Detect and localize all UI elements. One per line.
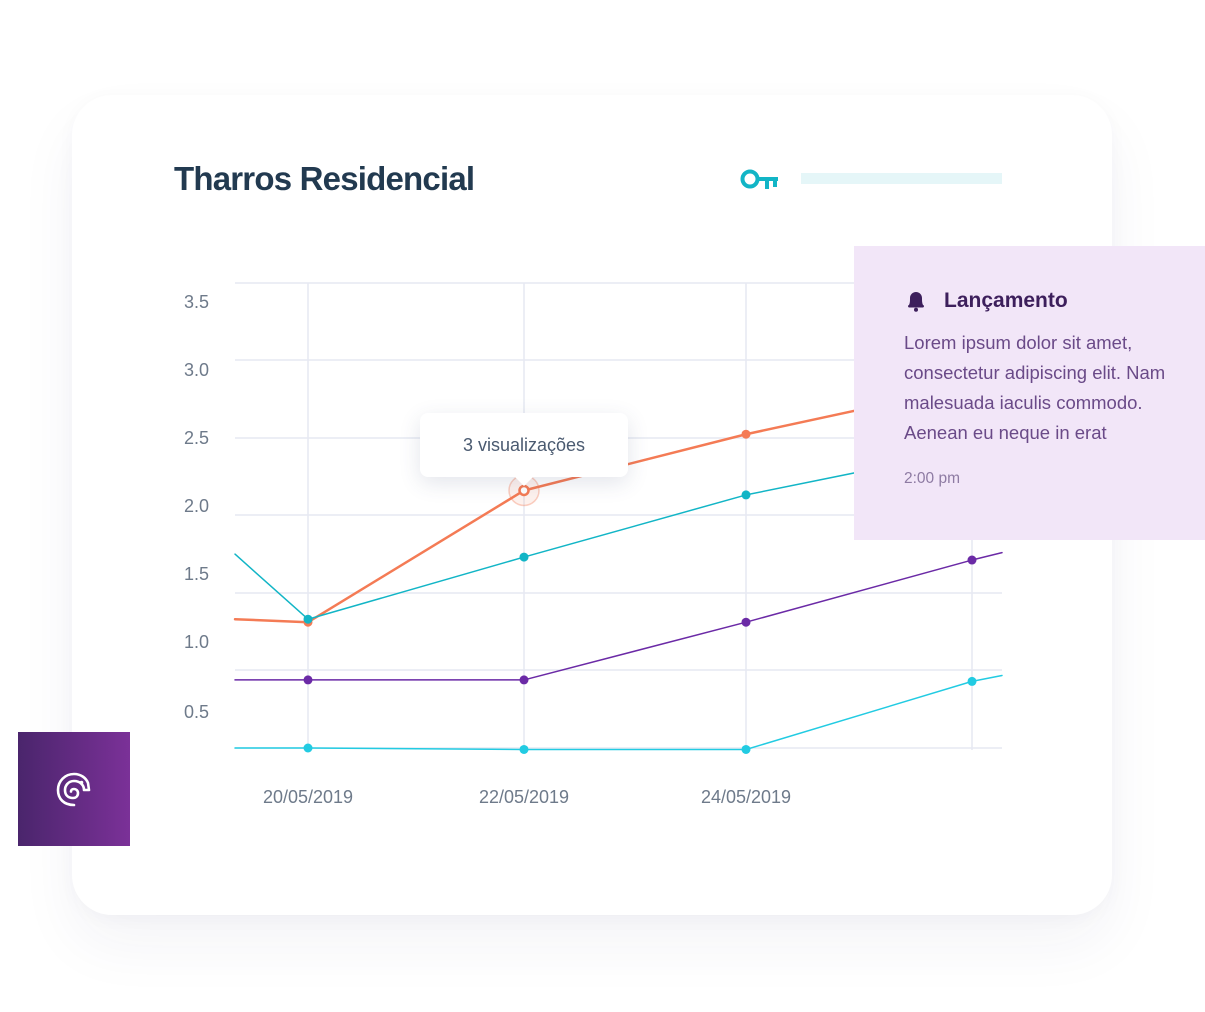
header-placeholder-bar [801, 173, 1002, 184]
x-tick-label: 20/05/2019 [263, 787, 353, 807]
page-title: Tharros Residencial [174, 160, 475, 197]
key-icon [740, 169, 778, 189]
notification-card[interactable]: Lançamento Lorem ipsum dolor sit amet, c… [854, 246, 1205, 540]
data-point [303, 614, 313, 624]
chameleon-logo-icon [56, 772, 91, 807]
data-point [303, 743, 313, 753]
data-point [741, 490, 751, 500]
tooltip-text: 3 visualizações [462, 434, 586, 455]
data-point [967, 555, 977, 565]
y-tick-label: 1.0 [184, 632, 209, 652]
data-point [741, 617, 751, 627]
notification-title: Lançamento [944, 289, 1068, 312]
series-line-2 [234, 551, 1003, 681]
data-point [741, 429, 751, 439]
x-tick-label: 22/05/2019 [479, 787, 569, 807]
y-tick-label: 1.5 [184, 564, 209, 584]
series-line-3 [234, 674, 1003, 751]
y-tick-label: 2.0 [184, 496, 209, 516]
y-tick-label: 3.5 [184, 292, 209, 312]
chart-tooltip: 3 visualizações [420, 413, 628, 486]
y-tick-label: 3.0 [184, 360, 209, 380]
notification-time: 2:00 pm [904, 470, 961, 487]
data-point [519, 552, 529, 562]
data-point [741, 744, 751, 754]
x-tick-label: 24/05/2019 [701, 787, 791, 807]
y-tick-label: 2.5 [184, 428, 209, 448]
logo-badge[interactable] [18, 732, 130, 846]
data-point [303, 675, 313, 685]
data-point [519, 744, 529, 754]
notification-header: Lançamento [904, 286, 1193, 316]
y-tick-label: 0.5 [184, 702, 209, 722]
data-point [967, 676, 977, 686]
chart-axis-ticks: 3.5 3.0 2.5 2.0 1.5 1.0 0.5 20/05/2019 22/05/201… [184, 292, 791, 807]
notification-body: Lorem ipsum dolor sit amet, consectetur … [904, 332, 1166, 443]
bell-icon [908, 292, 924, 312]
data-point [519, 675, 529, 685]
data-point-highlight [518, 484, 530, 497]
